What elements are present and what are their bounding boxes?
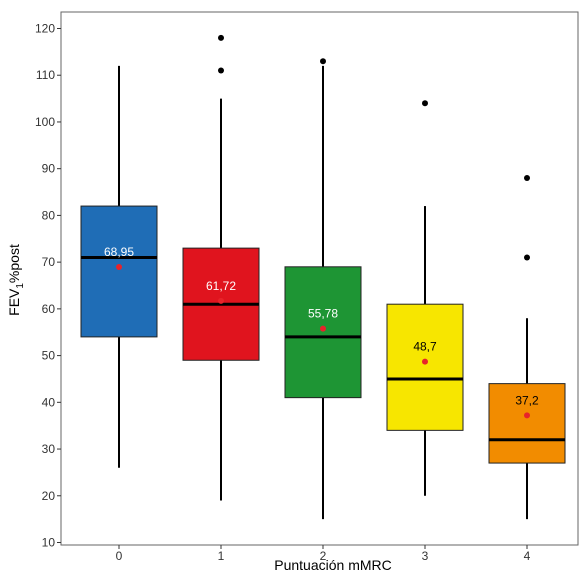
outlier-point [320, 58, 326, 65]
outlier-point [218, 67, 224, 74]
x-axis: 0 1 2 3 4 [116, 545, 531, 563]
y-tick-label: 30 [42, 442, 56, 456]
mean-label: 48,7 [413, 340, 437, 354]
box-iqr [80, 205, 158, 338]
y-tick-label: 70 [42, 255, 56, 269]
box-group-1: 61,72 [182, 34, 260, 501]
y-tick-label: 110 [36, 68, 55, 82]
y-tick-label: 40 [42, 395, 56, 409]
y-axis-title-subscript: 1 [15, 283, 26, 289]
y-tick-label: 80 [42, 208, 56, 222]
y-axis-title: FEV1%post [6, 244, 26, 316]
x-tick-label: 2 [320, 549, 327, 563]
x-tick-label: 4 [524, 549, 531, 563]
y-tick-label: 10 [42, 536, 56, 550]
mean-marker [524, 412, 530, 419]
y-axis-title-main: FEV [6, 288, 22, 316]
mean-marker [116, 264, 122, 271]
mean-marker [320, 325, 326, 332]
x-tick-label: 3 [422, 549, 429, 563]
y-tick-label: 90 [42, 162, 56, 176]
outlier-point [422, 100, 428, 107]
mean-label: 61,72 [206, 279, 236, 293]
mean-label: 55,78 [308, 307, 338, 321]
box-iqr [386, 303, 464, 431]
x-tick-label: 1 [218, 549, 225, 563]
x-tick-label: 0 [116, 549, 123, 563]
y-axis: 10 20 30 40 50 60 70 80 90 100 110 120 [35, 22, 61, 550]
y-tick-label: 100 [35, 115, 55, 129]
outlier-point [524, 175, 530, 182]
boxes-layer: 68,95 61,72 55,78 48,7 37,2 [80, 34, 566, 520]
box-group-3: 48,7 [386, 100, 464, 496]
box-iqr [284, 266, 362, 399]
x-axis-title: Puntuación mMRC [274, 557, 392, 573]
box-group-0: 68,95 [80, 65, 158, 468]
mean-label: 68,95 [104, 245, 134, 259]
mean-marker [422, 358, 428, 365]
box-group-2: 55,78 [284, 58, 362, 520]
outlier-point [218, 34, 224, 41]
box-iqr [488, 383, 566, 464]
y-tick-label: 20 [42, 489, 56, 503]
mean-label: 37,2 [515, 393, 539, 407]
y-axis-title-rest: %post [6, 244, 22, 283]
y-tick-label: 60 [42, 302, 56, 316]
y-tick-label: 50 [42, 349, 56, 363]
mean-marker [218, 297, 224, 304]
box-group-4: 37,2 [488, 175, 566, 520]
outlier-point [524, 254, 530, 261]
y-tick-label: 120 [35, 22, 55, 36]
